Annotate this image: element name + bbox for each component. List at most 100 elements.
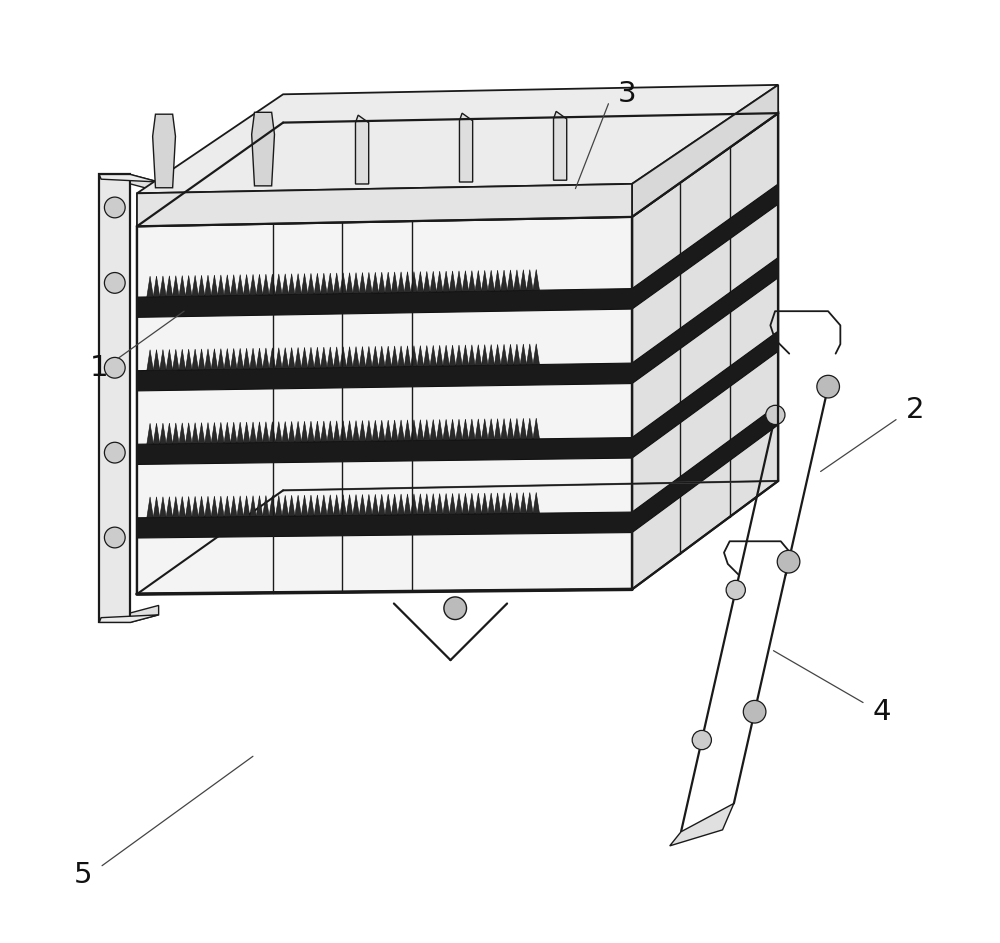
Polygon shape: [224, 274, 231, 295]
Polygon shape: [153, 114, 175, 188]
Polygon shape: [269, 274, 276, 295]
Polygon shape: [314, 495, 321, 516]
Polygon shape: [256, 422, 263, 442]
Polygon shape: [166, 350, 173, 371]
Text: 1: 1: [90, 354, 109, 382]
Polygon shape: [366, 494, 372, 515]
Polygon shape: [501, 270, 507, 290]
Polygon shape: [514, 419, 520, 439]
Polygon shape: [179, 422, 185, 443]
Polygon shape: [198, 275, 205, 296]
Polygon shape: [308, 495, 314, 516]
Polygon shape: [449, 271, 456, 291]
Polygon shape: [417, 420, 424, 440]
Polygon shape: [99, 615, 159, 622]
Polygon shape: [340, 273, 346, 293]
Polygon shape: [263, 496, 269, 517]
Polygon shape: [632, 405, 778, 533]
Polygon shape: [173, 423, 179, 444]
Polygon shape: [153, 276, 160, 297]
Polygon shape: [340, 347, 346, 368]
Polygon shape: [224, 349, 231, 370]
Polygon shape: [243, 348, 250, 369]
Polygon shape: [443, 345, 449, 366]
Circle shape: [104, 197, 125, 218]
Polygon shape: [295, 422, 301, 442]
Polygon shape: [430, 420, 436, 440]
Polygon shape: [411, 272, 417, 292]
Circle shape: [104, 273, 125, 293]
Polygon shape: [276, 422, 282, 442]
Polygon shape: [288, 495, 295, 516]
Polygon shape: [398, 494, 404, 515]
Polygon shape: [372, 273, 379, 293]
Polygon shape: [147, 276, 153, 297]
Polygon shape: [359, 346, 366, 367]
Polygon shape: [218, 422, 224, 443]
Polygon shape: [130, 605, 159, 622]
Polygon shape: [469, 345, 475, 366]
Polygon shape: [469, 493, 475, 514]
Polygon shape: [670, 803, 734, 846]
Polygon shape: [185, 349, 192, 370]
Polygon shape: [179, 349, 185, 370]
Polygon shape: [137, 113, 778, 226]
Polygon shape: [160, 350, 166, 371]
Polygon shape: [147, 423, 153, 444]
Polygon shape: [205, 275, 211, 296]
Polygon shape: [282, 273, 288, 294]
Polygon shape: [231, 422, 237, 443]
Polygon shape: [488, 271, 494, 291]
Polygon shape: [398, 272, 404, 292]
Polygon shape: [501, 419, 507, 439]
Polygon shape: [385, 272, 391, 293]
Polygon shape: [391, 272, 398, 292]
Polygon shape: [346, 273, 353, 293]
Polygon shape: [507, 419, 514, 439]
Polygon shape: [231, 349, 237, 370]
Circle shape: [766, 405, 785, 424]
Polygon shape: [250, 496, 256, 517]
Polygon shape: [514, 344, 520, 365]
Polygon shape: [205, 349, 211, 370]
Polygon shape: [205, 496, 211, 517]
Polygon shape: [385, 346, 391, 367]
Polygon shape: [327, 273, 333, 294]
Polygon shape: [379, 494, 385, 515]
Polygon shape: [314, 422, 321, 442]
Polygon shape: [436, 272, 443, 292]
Polygon shape: [436, 493, 443, 514]
Polygon shape: [166, 275, 173, 297]
Text: 3: 3: [618, 80, 637, 108]
Polygon shape: [359, 273, 366, 293]
Polygon shape: [237, 422, 243, 443]
Polygon shape: [231, 274, 237, 295]
Polygon shape: [198, 496, 205, 517]
Polygon shape: [160, 423, 166, 444]
Polygon shape: [475, 419, 482, 439]
Polygon shape: [179, 275, 185, 296]
Polygon shape: [404, 346, 411, 367]
Polygon shape: [366, 273, 372, 293]
Polygon shape: [333, 273, 340, 293]
Polygon shape: [321, 421, 327, 441]
Polygon shape: [411, 346, 417, 367]
Polygon shape: [205, 422, 211, 443]
Polygon shape: [520, 344, 527, 365]
Polygon shape: [411, 494, 417, 515]
Polygon shape: [237, 274, 243, 295]
Polygon shape: [173, 349, 179, 370]
Polygon shape: [533, 344, 539, 365]
Polygon shape: [379, 273, 385, 293]
Polygon shape: [391, 494, 398, 515]
Polygon shape: [211, 275, 218, 296]
Polygon shape: [482, 344, 488, 365]
Polygon shape: [137, 438, 632, 465]
Polygon shape: [346, 421, 353, 441]
Polygon shape: [282, 495, 288, 516]
Polygon shape: [263, 422, 269, 442]
Polygon shape: [137, 289, 632, 318]
Polygon shape: [430, 345, 436, 366]
Polygon shape: [482, 271, 488, 291]
Polygon shape: [353, 347, 359, 368]
